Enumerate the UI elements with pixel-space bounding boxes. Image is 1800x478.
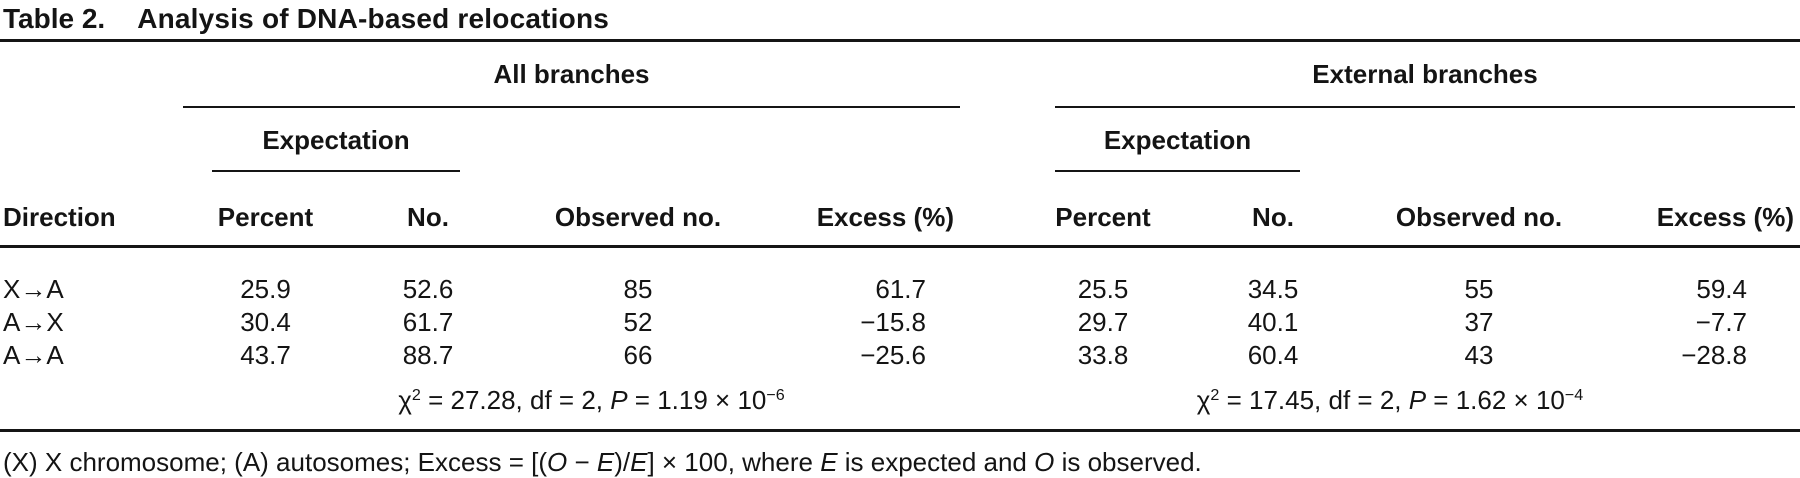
- table-row: X→A 25.9 52.6 85 61.7 25.5 34.5 55 59.4: [0, 247, 1800, 307]
- cell-ext-no: 60.4: [1247, 340, 1299, 370]
- cell-all-percent: 30.4: [240, 307, 291, 337]
- spacer-cell: [960, 306, 1028, 339]
- chi-square-external-branches: χ2 = 17.45, df = 2, P = 1.62 × 10−4: [1196, 384, 1584, 415]
- column-header-row: Direction Percent No. Observed no. Exces…: [0, 172, 1800, 248]
- spacer-cell: [0, 372, 183, 422]
- expectation-cell-all: Expectation: [183, 108, 508, 172]
- row-direction: A→X: [3, 307, 64, 337]
- cell-all-percent: 43.7: [240, 340, 291, 370]
- cell-all-excess: −15.8: [860, 307, 926, 337]
- spacer-cell: [960, 247, 1028, 307]
- column-header-ext-observed: Observed no.: [1368, 172, 1590, 248]
- cell-all-observed: 66: [623, 340, 653, 370]
- cell-ext-percent: 29.7: [1077, 307, 1129, 337]
- column-header-ext-no: No.: [1178, 172, 1368, 248]
- table-title-text: Analysis of DNA-based relocations: [137, 3, 610, 34]
- column-header-all-excess: Excess (%): [768, 172, 960, 248]
- cell-all-no: 52.6: [402, 274, 454, 304]
- column-header-ext-excess: Excess (%): [1590, 172, 1800, 248]
- expectation-header-row: Expectation Expectation: [0, 108, 1800, 172]
- group-header-external-branches: External branches: [1055, 59, 1795, 108]
- column-header-all-no: No.: [348, 172, 508, 248]
- cell-all-observed: 85: [623, 274, 653, 304]
- spacer-cell: [960, 339, 1028, 372]
- column-header-direction: Direction: [0, 172, 183, 248]
- expectation-cell-external: Expectation: [1028, 108, 1368, 172]
- cell-ext-percent: 25.5: [1077, 274, 1129, 304]
- spacer-cell: [960, 372, 1028, 422]
- cell-ext-excess: −7.7: [1695, 307, 1747, 337]
- cell-all-no: 88.7: [402, 340, 454, 370]
- cell-ext-observed: 37: [1464, 307, 1494, 337]
- spacer-cell: [1590, 108, 1800, 172]
- bottom-rule: [0, 429, 1800, 432]
- table-title: Table 2. Analysis of DNA-based relocation…: [0, 0, 1800, 35]
- expectation-header-all: Expectation: [212, 125, 460, 172]
- cell-all-observed: 52: [623, 307, 653, 337]
- column-header-all-percent: Percent: [183, 172, 348, 248]
- table-row: A→X 30.4 61.7 52 −15.8 29.7 40.1 37 −7.7: [0, 306, 1800, 339]
- cell-ext-no: 40.1: [1247, 307, 1299, 337]
- spacer-cell: [0, 108, 183, 172]
- spacer-cell: [960, 42, 1028, 108]
- group-cell-external-branches: External branches: [1028, 42, 1800, 108]
- table-footnote: (X) X chromosome; (A) autosomes; Excess …: [3, 447, 1202, 477]
- cell-all-percent: 25.9: [240, 274, 291, 304]
- chi-square-all-branches: χ2 = 27.28, df = 2, P = 1.19 × 10−6: [398, 384, 785, 415]
- row-direction: A→A: [3, 340, 64, 370]
- spacer-cell: [508, 108, 768, 172]
- spacer-cell: [960, 108, 1028, 172]
- cell-ext-excess: 59.4: [1696, 274, 1747, 304]
- cell-all-no: 61.7: [402, 307, 454, 337]
- table-row: A→A 43.7 88.7 66 −25.6 33.8 60.4 43 −28.…: [0, 339, 1800, 372]
- cell-ext-no: 34.5: [1247, 274, 1299, 304]
- relocations-table: All branches External branches Expectati…: [0, 42, 1800, 422]
- spacer-cell: [0, 42, 183, 108]
- cell-ext-observed: 55: [1464, 274, 1494, 304]
- group-header-row: All branches External branches: [0, 42, 1800, 108]
- table-number-label: Table 2.: [3, 3, 106, 34]
- cell-ext-excess: −28.8: [1681, 340, 1747, 370]
- spacer-cell: [1368, 108, 1590, 172]
- group-cell-all-branches: All branches: [183, 42, 960, 108]
- column-header-ext-percent: Percent: [1028, 172, 1178, 248]
- top-rule: [0, 39, 1800, 42]
- row-direction: X→A: [3, 274, 64, 304]
- cell-ext-observed: 43: [1464, 340, 1494, 370]
- group-header-all-branches: All branches: [183, 59, 960, 108]
- spacer-cell: [960, 172, 1028, 248]
- cell-all-excess: 61.7: [875, 274, 926, 304]
- expectation-header-external: Expectation: [1055, 125, 1300, 172]
- chi-square-row: χ2 = 27.28, df = 2, P = 1.19 × 10−6 χ2 =…: [0, 372, 1800, 422]
- column-header-all-observed: Observed no.: [508, 172, 768, 248]
- spacer-cell: [768, 108, 960, 172]
- cell-all-excess: −25.6: [860, 340, 926, 370]
- cell-ext-percent: 33.8: [1077, 340, 1129, 370]
